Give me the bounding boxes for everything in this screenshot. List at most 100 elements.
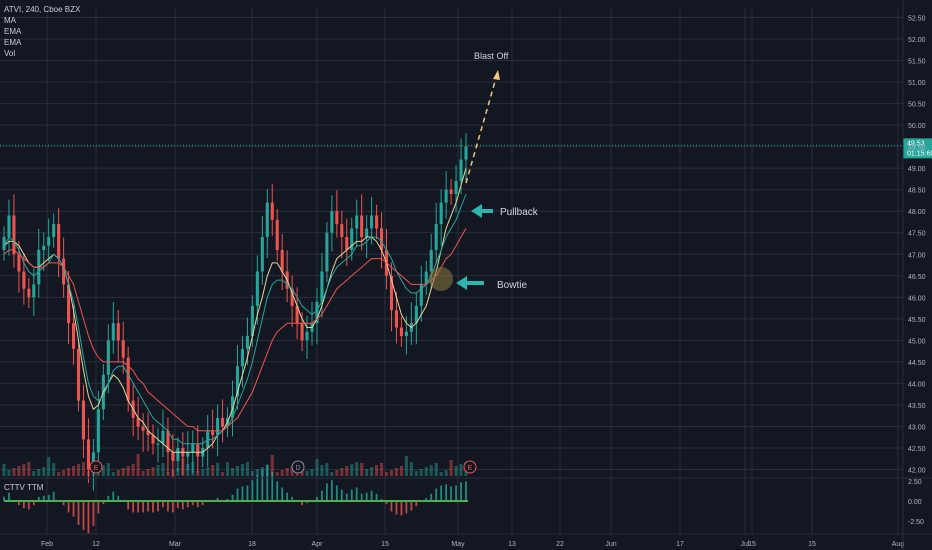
- volume-bar: [335, 470, 339, 476]
- volume-bar: [424, 467, 428, 476]
- histogram-bar: [216, 497, 219, 501]
- histogram-bar: [117, 495, 120, 501]
- candle-body: [47, 237, 51, 246]
- histogram-bar: [62, 501, 65, 506]
- candle-body: [121, 340, 125, 358]
- legend-ema-1[interactable]: EMA: [4, 27, 22, 36]
- histogram-bar: [440, 485, 443, 501]
- histogram-bar: [42, 495, 45, 501]
- volume-bar: [81, 462, 86, 476]
- event-marker-label: E: [468, 465, 473, 472]
- histogram-bar: [52, 491, 55, 501]
- volume-bar: [146, 469, 150, 476]
- volume-bar: [27, 462, 31, 476]
- price-tick-label: 52.50: [908, 15, 926, 22]
- candle-body: [350, 228, 354, 250]
- volume-bar: [32, 471, 36, 476]
- histogram-bar: [201, 501, 204, 506]
- candle-body: [136, 417, 140, 427]
- legend-ma[interactable]: MA: [4, 16, 16, 25]
- time-tick-label: Apr: [312, 541, 324, 548]
- histogram-bar: [350, 489, 353, 501]
- legend-vol[interactable]: Vol: [4, 49, 16, 58]
- volume-bar: [340, 468, 344, 476]
- volume-bar: [235, 466, 240, 476]
- candle-body: [141, 426, 145, 431]
- candle-body: [166, 430, 170, 453]
- volume-bar: [2, 464, 6, 476]
- candle-body: [270, 202, 274, 220]
- histogram-bar: [286, 492, 289, 501]
- histogram-bar: [18, 501, 20, 506]
- histogram-bar: [27, 501, 30, 510]
- legend-ema-2[interactable]: EMA: [4, 38, 22, 47]
- volume-bar: [111, 472, 115, 476]
- histogram-bar: [147, 501, 149, 512]
- candle-body: [429, 249, 433, 272]
- candle-body: [439, 202, 443, 225]
- candle-body: [325, 232, 329, 272]
- histogram-bar: [127, 501, 130, 510]
- volume-bar: [17, 466, 21, 476]
- annotations: 49.53 01:15:60 E D E Pullback Bowtie Blast Off: [0, 51, 932, 474]
- event-marker: D: [291, 460, 305, 474]
- histogram-bar: [256, 475, 259, 501]
- histogram-bar: [251, 480, 254, 501]
- volume-bar: [126, 466, 130, 476]
- price-tick-label: 45.50: [908, 317, 926, 324]
- price-tag-countdown: 01:15:60: [907, 150, 932, 157]
- indicator-label[interactable]: CTTV TTM: [4, 483, 44, 492]
- volume-bar: [116, 470, 120, 476]
- histogram-bar: [465, 481, 467, 501]
- candle-body: [76, 348, 81, 401]
- histogram-bar: [445, 484, 448, 501]
- price-tick-label: 44.00: [908, 381, 926, 388]
- histogram-bar: [266, 464, 269, 501]
- blast-off-label: Blast Off: [474, 51, 509, 61]
- candle-body: [67, 284, 71, 324]
- histogram-bar: [400, 501, 403, 516]
- volume-bar: [355, 462, 359, 476]
- pullback-arrow-head: [471, 204, 482, 218]
- histogram-bar: [460, 482, 462, 501]
- price-tick-label: 43.00: [908, 424, 926, 431]
- volume-bar: [12, 468, 16, 476]
- event-marker-label: D: [295, 465, 300, 472]
- histogram-bar: [380, 498, 383, 501]
- candle-body: [191, 443, 195, 453]
- volume-bar: [275, 472, 279, 476]
- event-marker-circle: [291, 460, 305, 474]
- bowtie-circle: [429, 267, 453, 291]
- cttv-ttm-histogram: [3, 464, 468, 534]
- histogram-bar: [196, 501, 199, 508]
- histogram-bar: [271, 471, 274, 501]
- histogram-bar: [340, 489, 343, 501]
- volume-bar: [186, 464, 190, 476]
- volume-bar: [211, 465, 215, 476]
- volume-bar: [255, 469, 259, 476]
- candle-body: [221, 417, 225, 427]
- histogram-bar: [450, 486, 452, 501]
- histogram-bar: [301, 501, 303, 506]
- event-marker: E: [89, 460, 103, 474]
- time-tick-label: 15: [381, 541, 389, 548]
- time-tick-label: May: [451, 541, 465, 548]
- moving-averages: [3, 168, 467, 453]
- time-tick-label: Aug: [892, 541, 905, 548]
- volume-bar: [42, 467, 46, 476]
- volume-bar: [136, 454, 140, 476]
- histogram-bar: [360, 493, 363, 501]
- candle-body: [196, 443, 200, 457]
- volume-bar: [454, 466, 458, 476]
- candle-body: [216, 417, 220, 436]
- symbol-title[interactable]: ATVI, 240, Cboe BZX: [4, 5, 81, 14]
- volume-bar: [380, 463, 384, 476]
- candle-body: [375, 215, 379, 229]
- candle-body: [280, 249, 284, 272]
- histogram-bar: [77, 501, 80, 525]
- volume-bar: [201, 469, 205, 476]
- volume-bar: [414, 471, 418, 476]
